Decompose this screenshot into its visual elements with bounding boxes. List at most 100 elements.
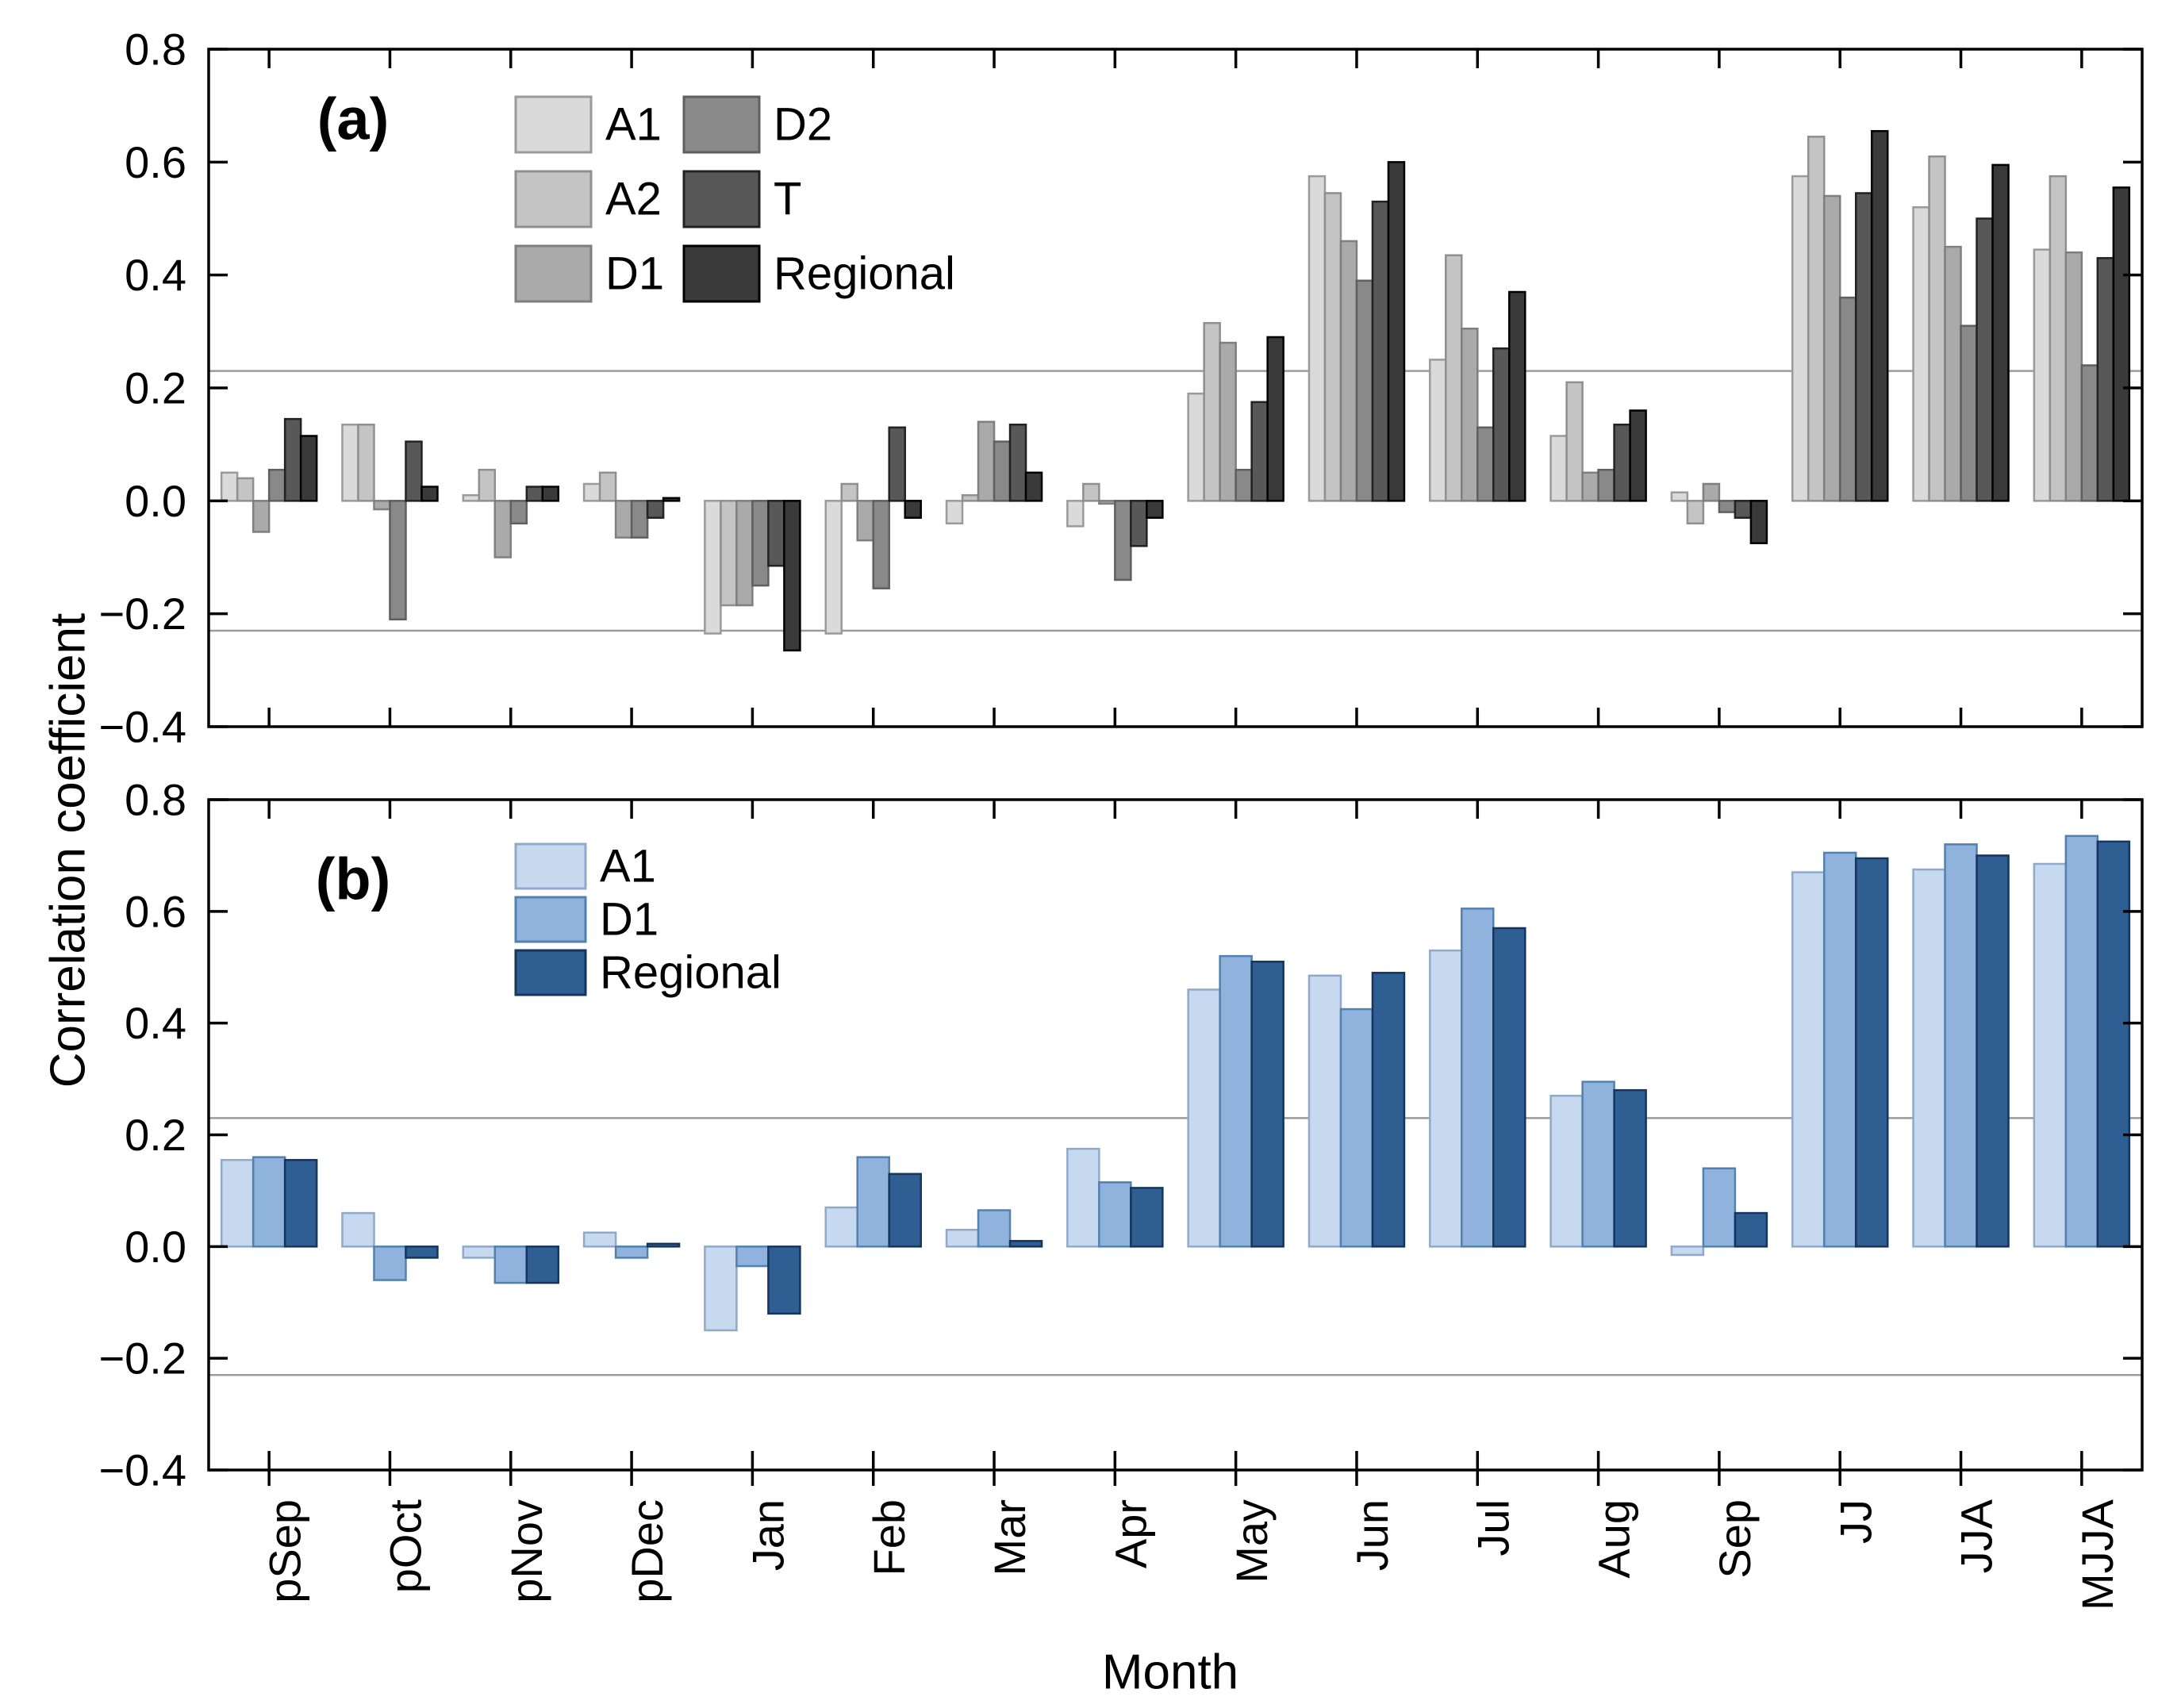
y-tick-label: 0.6 xyxy=(125,137,186,187)
bar-Regional xyxy=(1629,409,1647,502)
x-category-label: Sep xyxy=(1710,1499,1760,1579)
x-axis-title: Month xyxy=(1101,1645,1239,1700)
legend-swatch-D1 xyxy=(514,896,587,943)
bar-A2 xyxy=(961,493,980,502)
bar-D1 xyxy=(856,500,874,542)
y-tick-label: 0.2 xyxy=(125,363,186,413)
bar-D1 xyxy=(252,1156,286,1248)
legend-swatch-A2 xyxy=(514,170,593,228)
bar-T xyxy=(1734,500,1753,519)
x-category-label: Aug xyxy=(1589,1499,1639,1579)
legend-swatch-T xyxy=(682,170,761,228)
bar-D1 xyxy=(735,1245,770,1268)
bar-Regional xyxy=(1008,1240,1043,1248)
y-tick-label: 0.2 xyxy=(125,1110,186,1160)
bar-A2 xyxy=(1807,136,1826,502)
bar-A1 xyxy=(1912,868,1946,1248)
bar-A1 xyxy=(220,471,239,502)
bar-D2 xyxy=(1355,279,1374,502)
bar-D1 xyxy=(252,500,271,533)
bar-Regional xyxy=(767,1245,801,1315)
bar-D1 xyxy=(1581,471,1599,502)
y-tick-label: 0.0 xyxy=(125,476,186,526)
bar-A1 xyxy=(1307,175,1327,502)
bar-D1 xyxy=(977,420,996,502)
bar-D1 xyxy=(2064,251,2083,502)
bar-A1 xyxy=(1429,949,1463,1248)
bar-T xyxy=(646,500,665,519)
x-category-label: JJA xyxy=(1952,1499,2002,1573)
bar-A1 xyxy=(582,482,601,502)
bar-Regional xyxy=(405,1245,439,1259)
y-tick-label: −0.4 xyxy=(98,1445,186,1495)
bar-A1 xyxy=(1549,1094,1584,1248)
bar-A1 xyxy=(945,500,964,525)
bar-D2 xyxy=(1597,468,1615,502)
bar-A1 xyxy=(1187,988,1221,1248)
bar-A2 xyxy=(2049,175,2068,502)
bar-Regional xyxy=(1492,927,1526,1248)
bar-D1 xyxy=(373,500,391,511)
bar-A2 xyxy=(1928,155,1946,502)
bar-A2 xyxy=(478,468,497,502)
bar-A2 xyxy=(1445,254,1463,502)
legend-label-A2: A2 xyxy=(605,174,662,225)
bar-D2 xyxy=(1718,500,1737,513)
bar-Regional xyxy=(1854,857,1889,1248)
bar-D1 xyxy=(1944,245,1962,502)
x-category-label: pNov xyxy=(501,1499,551,1603)
bar-Regional xyxy=(1250,960,1284,1248)
bar-D2 xyxy=(389,500,407,621)
bar-T xyxy=(1492,347,1511,502)
bar-D1 xyxy=(977,1209,1012,1248)
bar-A1 xyxy=(2033,862,2068,1248)
bar-D2 xyxy=(1114,500,1132,581)
bar-T xyxy=(405,440,423,502)
bar-A1 xyxy=(824,1206,858,1248)
bar-Regional xyxy=(1870,129,1889,502)
bar-T xyxy=(525,486,544,502)
bar-T xyxy=(2096,257,2115,502)
legend-label-D1: D1 xyxy=(605,248,664,300)
bar-Regional xyxy=(1508,290,1526,502)
bar-D2 xyxy=(2080,364,2099,502)
bar-D2 xyxy=(1235,468,1253,502)
legend-label-T: T xyxy=(774,174,801,225)
bar-D2 xyxy=(509,500,528,525)
legend-label-D1: D1 xyxy=(600,894,659,946)
bar-A1 xyxy=(704,1245,738,1332)
bar-Regional xyxy=(1613,1088,1647,1248)
bar-Regional xyxy=(1371,972,1406,1248)
legend-swatch-A1 xyxy=(514,95,593,154)
bar-D2 xyxy=(1476,426,1495,502)
y-tick-label: 0.4 xyxy=(125,998,186,1048)
bar-A1 xyxy=(1912,206,1930,502)
legend-label-Regional: Regional xyxy=(774,248,955,300)
x-category-label: pSep xyxy=(259,1499,309,1603)
legend-swatch-D1 xyxy=(514,244,593,303)
bar-D1 xyxy=(1822,851,1857,1248)
bar-A1 xyxy=(824,500,843,635)
y-tick-label: −0.2 xyxy=(98,589,186,639)
bar-A1 xyxy=(220,1158,255,1248)
panel-b: 0.8 0.6 0.4 0.2 0.0 −0.2 −0.4 pSep pOct pNov pDec J… xyxy=(98,775,2144,1610)
bar-A2 xyxy=(1686,500,1705,525)
bar-D2 xyxy=(993,440,1012,502)
bar-Regional xyxy=(2096,840,2131,1248)
bar-A1 xyxy=(1791,175,1810,502)
y-tick-label: 0.6 xyxy=(125,886,186,936)
y-tick-label: −0.4 xyxy=(98,702,186,752)
bar-T xyxy=(1613,424,1631,502)
bar-D1 xyxy=(1219,954,1253,1248)
bar-Regional xyxy=(1266,336,1284,502)
bar-A2 xyxy=(1565,381,1584,502)
bar-A2 xyxy=(1323,192,1342,502)
bar-A1 xyxy=(582,1231,617,1248)
legend-label-A1: A1 xyxy=(605,99,662,151)
bar-T xyxy=(1130,500,1148,547)
bar-T xyxy=(1371,200,1390,502)
bar-A1 xyxy=(1066,500,1085,528)
y-tick-label: 0.0 xyxy=(125,1222,186,1272)
